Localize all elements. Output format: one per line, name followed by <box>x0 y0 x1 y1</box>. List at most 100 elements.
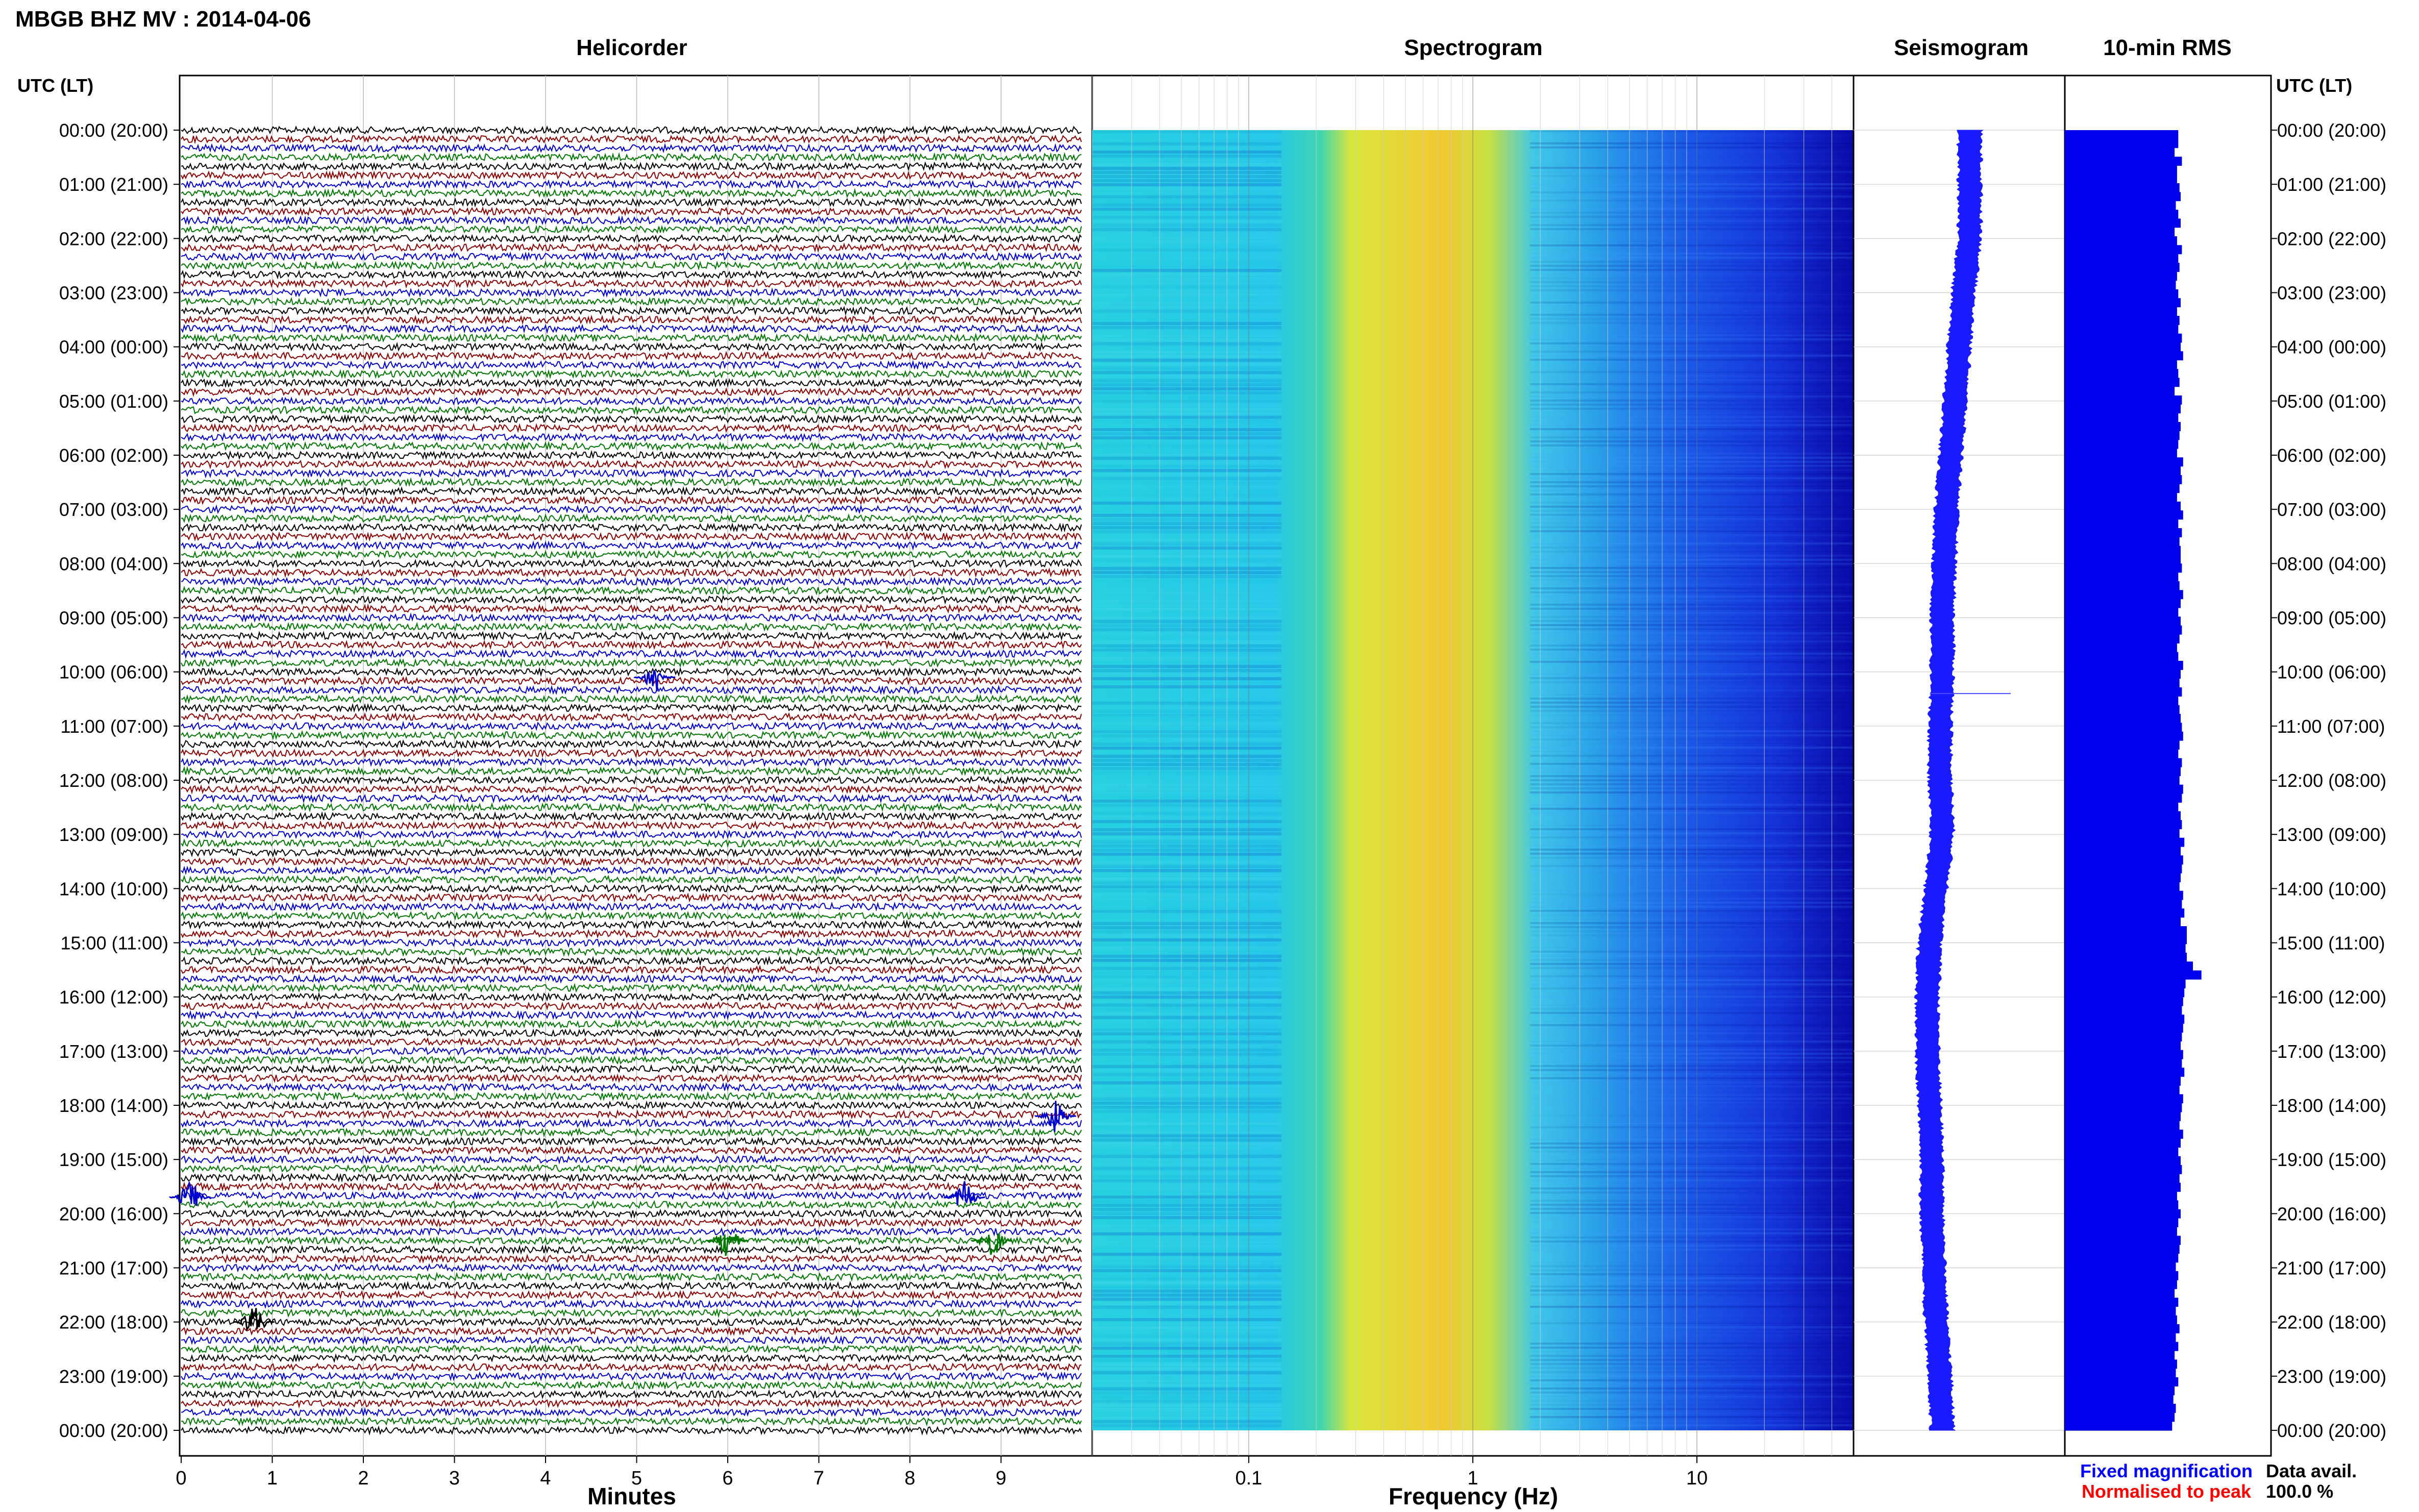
spectrogram-band <box>1092 1318 1282 1321</box>
spectrogram-band <box>1530 1383 1854 1385</box>
spectrogram-band <box>1092 649 1282 652</box>
spectrogram-band <box>1092 179 1282 182</box>
spectrogram-band <box>1530 212 1854 214</box>
spectrogram-band <box>1092 395 1281 399</box>
helicorder-trace <box>181 838 1082 849</box>
spectrogram-band <box>1530 1065 1854 1067</box>
helicorder-trace <box>181 910 1082 921</box>
helicorder-trace <box>181 1046 1081 1057</box>
helicorder-trace <box>181 1082 1082 1093</box>
rms-bar <box>2065 351 2183 361</box>
spectrogram-band <box>1092 212 1282 215</box>
spectrogram-band <box>1092 1192 1282 1195</box>
spectrogram-band <box>1530 391 1854 393</box>
spectrogram-band <box>1092 330 1282 333</box>
rms-panel <box>2064 75 2272 1457</box>
rms-bar <box>2065 1368 2176 1378</box>
spectrogram-band <box>1530 1114 1854 1116</box>
spectrogram-band <box>1092 151 1282 154</box>
spectrogram-band <box>1530 530 1854 532</box>
spectrogram-band <box>1530 457 1854 459</box>
spectrogram-band <box>1530 1143 1854 1145</box>
spectrogram-band <box>1530 734 1854 736</box>
spectrogram-band <box>1092 669 1282 672</box>
spectrogram-band <box>1530 408 1854 410</box>
helicorder-trace <box>181 341 1082 352</box>
time-label-right: 16:00 (12:00) <box>2277 987 2386 1008</box>
time-label-right: 17:00 (13:00) <box>2277 1041 2386 1062</box>
spectrogram-band <box>1092 249 1282 252</box>
spectrogram-band <box>1530 1290 1854 1292</box>
helicorder-trace <box>181 1172 1082 1183</box>
spectrogram-band <box>1092 379 1282 382</box>
spectrogram-band <box>1092 616 1282 619</box>
rms-bar <box>2065 378 2180 387</box>
helicorder-trace <box>181 992 1082 1002</box>
helicorder-trace <box>181 188 1082 199</box>
spectrogram-texture <box>1092 130 1854 1431</box>
helicorder-trace <box>181 1244 1082 1255</box>
spectrogram-band <box>1530 1085 1854 1087</box>
helicorder-trace <box>181 170 1082 181</box>
helicorder-panel <box>169 75 1093 1463</box>
rms-bar <box>2065 1165 2182 1174</box>
spectrogram-band <box>1092 134 1281 137</box>
helicorder-trace <box>181 811 1082 822</box>
spectrogram-band <box>1092 142 1282 145</box>
rms-bar <box>2065 652 2179 661</box>
spectrogram-band <box>1530 1359 1854 1361</box>
helicorder-trace <box>181 558 1082 569</box>
rms-bar <box>2065 837 2185 847</box>
spectrogram-band <box>1530 412 1854 414</box>
rms-bar <box>2065 643 2177 653</box>
spectrogram-band <box>1092 877 1282 880</box>
rms-bar <box>2065 926 2187 935</box>
spectrogram-band <box>1530 1171 1854 1173</box>
spectrogram-band <box>1092 698 1281 701</box>
spectrogram-band <box>1092 783 1282 786</box>
spectrogram-band <box>1092 845 1282 848</box>
spectrogram-band <box>1092 428 1282 431</box>
spectrogram-band <box>1530 853 1854 855</box>
rms-bar <box>2065 555 2181 564</box>
rms-bar <box>2065 1094 2183 1104</box>
helicorder-tick-label: 1 <box>267 1468 278 1489</box>
helicorder-trace <box>181 739 1082 749</box>
spectrogram-band <box>1092 1387 1282 1391</box>
spectrogram-band <box>1092 1130 1282 1133</box>
spectrogram-band <box>1092 1208 1282 1211</box>
spectrogram-band <box>1092 334 1282 337</box>
spectrogram-band <box>1530 971 1854 973</box>
spectrogram-band <box>1530 575 1854 577</box>
helicorder-title: Helicorder <box>576 35 687 60</box>
spectrogram-band <box>1530 151 1854 153</box>
spectrogram-band <box>1092 1428 1281 1431</box>
helicorder-trace <box>181 1280 1082 1292</box>
seismogram-trace <box>1914 130 1984 1431</box>
rms-bar <box>2065 900 2182 909</box>
spectrogram-band <box>1530 289 1854 291</box>
rms-bar <box>2065 218 2181 228</box>
spectrogram-band <box>1530 1089 1854 1092</box>
helicorder-trace <box>181 1308 1082 1319</box>
spectrogram-band <box>1092 579 1281 582</box>
spectrogram-band <box>1530 444 1854 447</box>
time-label-right: 00:00 (20:00) <box>2277 1420 2386 1441</box>
spectrogram-band <box>1092 538 1282 541</box>
spectrogram-band <box>1530 506 1854 508</box>
spectrogram-band <box>1530 1183 1854 1185</box>
spectrogram-band <box>1092 1102 1282 1105</box>
spectrogram-band <box>1092 257 1282 260</box>
rms-bar <box>2065 1209 2181 1219</box>
time-label-left: 06:00 (02:00) <box>59 445 168 466</box>
helicorder-trace <box>181 242 1082 253</box>
spectrogram-band <box>1092 1012 1282 1015</box>
spectrogram-band <box>1530 159 1854 161</box>
spectrogram-band <box>1092 820 1282 823</box>
helicorder-trace <box>181 215 1082 226</box>
helicorder-trace <box>181 631 1082 641</box>
spectrogram-band <box>1530 608 1854 610</box>
spectrogram-band <box>1530 355 1854 357</box>
spectrogram-band <box>1092 718 1281 721</box>
helicorder-trace <box>181 1235 1082 1246</box>
